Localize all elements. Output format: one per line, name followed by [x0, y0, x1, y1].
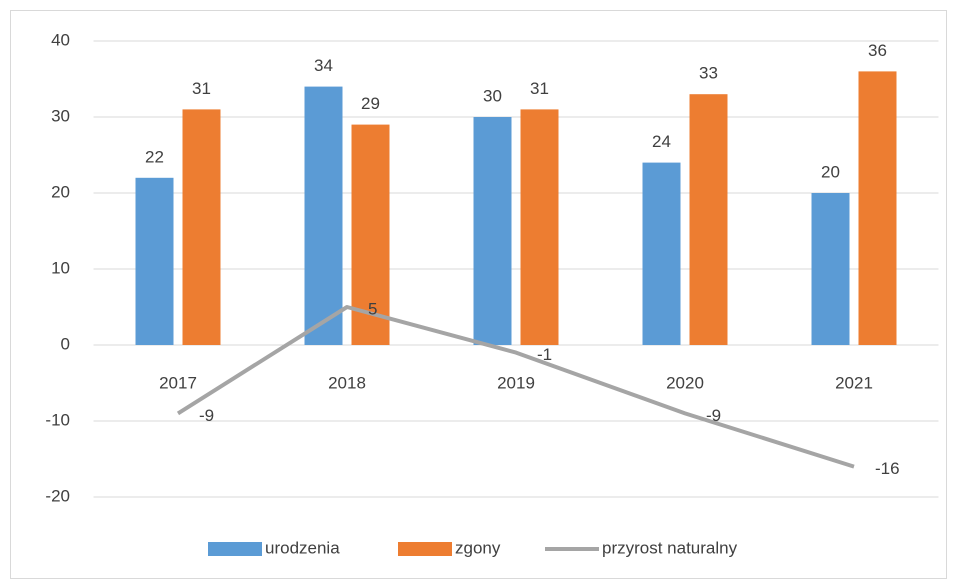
y-tick-label: -20	[45, 486, 70, 505]
bar	[473, 117, 512, 345]
data-label: -9	[199, 406, 214, 425]
line	[176, 305, 855, 469]
legend-label: przyrost naturalny	[602, 538, 738, 557]
bar	[520, 109, 559, 346]
data-label: 24	[652, 132, 671, 151]
legend-label: urodzenia	[265, 538, 340, 557]
legend-swatch	[208, 542, 262, 556]
bar	[642, 162, 681, 345]
data-label: -9	[706, 406, 721, 425]
data-label: 34	[314, 56, 333, 75]
x-tick-label: 2021	[835, 373, 873, 392]
data-label: 36	[868, 41, 887, 60]
data-label: -1	[537, 345, 552, 364]
legend-swatch	[398, 542, 452, 556]
bar	[689, 94, 728, 345]
data-label: 30	[483, 86, 502, 105]
x-tick-label: 2018	[328, 373, 366, 392]
data-label: 20	[821, 162, 840, 181]
bar	[811, 193, 850, 345]
y-tick-label: 40	[51, 30, 70, 49]
legend-label: zgony	[455, 538, 501, 557]
data-label: 33	[699, 64, 718, 83]
bar	[182, 109, 221, 346]
x-tick-label: 2020	[666, 373, 704, 392]
bar	[304, 86, 343, 345]
data-label: 22	[145, 147, 164, 166]
y-tick-label: 10	[51, 258, 70, 277]
data-label: 5	[368, 299, 377, 318]
data-label: -16	[875, 459, 900, 478]
data-label: 31	[530, 79, 549, 98]
x-tick-label: 2019	[497, 373, 535, 392]
y-tick-label: 20	[51, 182, 70, 201]
data-label: 31	[192, 79, 211, 98]
data-label: 29	[361, 94, 380, 113]
y-tick-label: 0	[61, 334, 70, 353]
bar	[858, 71, 897, 346]
y-tick-label: 30	[51, 106, 70, 125]
bar	[135, 177, 174, 345]
y-tick-label: -10	[45, 410, 70, 429]
x-tick-label: 2017	[159, 373, 197, 392]
